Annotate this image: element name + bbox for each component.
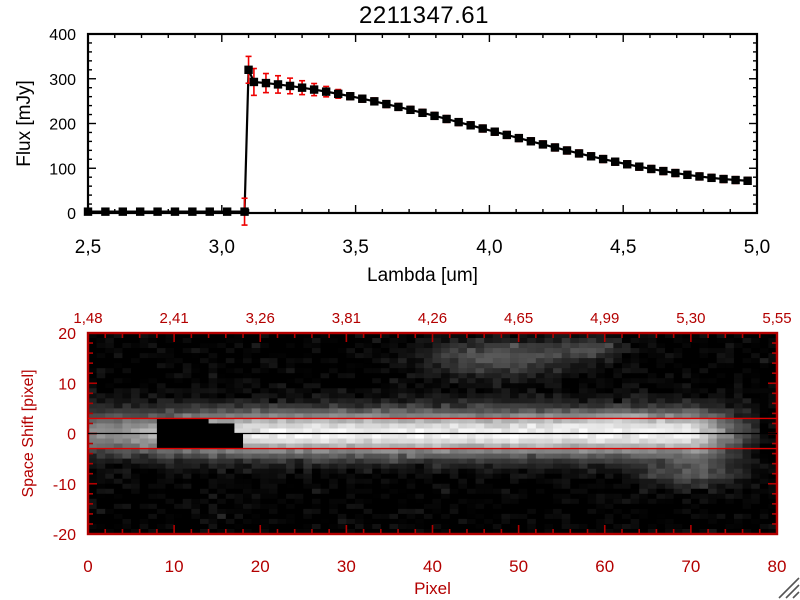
svg-text:3,0: 3,0 — [209, 237, 235, 258]
svg-text:3,81: 3,81 — [332, 310, 361, 327]
svg-text:2,41: 2,41 — [160, 310, 189, 327]
svg-text:20: 20 — [58, 326, 76, 343]
svg-text:1,48: 1,48 — [73, 310, 102, 327]
svg-text:-20: -20 — [53, 527, 76, 544]
svg-text:4,26: 4,26 — [418, 310, 447, 327]
svg-text:Lambda [um]: Lambda [um] — [367, 265, 478, 286]
svg-text:0: 0 — [67, 427, 76, 444]
svg-text:50: 50 — [509, 557, 528, 576]
svg-text:5,30: 5,30 — [676, 310, 705, 327]
svg-text:2,5: 2,5 — [75, 237, 101, 258]
svg-text:5,0: 5,0 — [744, 237, 770, 258]
svg-text:Space Shift [pixel]: Space Shift [pixel] — [20, 369, 37, 497]
svg-text:100: 100 — [49, 161, 76, 178]
svg-text:10: 10 — [165, 557, 184, 576]
svg-text:3,5: 3,5 — [342, 237, 368, 258]
svg-text:Pixel: Pixel — [414, 579, 451, 598]
svg-text:5,55: 5,55 — [762, 310, 791, 327]
svg-text:Flux [mJy]: Flux [mJy] — [14, 80, 35, 167]
svg-text:20: 20 — [251, 557, 270, 576]
svg-text:3,26: 3,26 — [246, 310, 275, 327]
svg-text:60: 60 — [595, 557, 614, 576]
svg-text:40: 40 — [423, 557, 442, 576]
svg-text:30: 30 — [337, 557, 356, 576]
svg-text:400: 400 — [49, 27, 76, 44]
svg-text:70: 70 — [681, 557, 700, 576]
svg-text:300: 300 — [49, 72, 76, 89]
svg-text:10: 10 — [58, 376, 76, 393]
svg-text:4,0: 4,0 — [476, 237, 502, 258]
svg-text:4,99: 4,99 — [590, 310, 619, 327]
svg-text:-10: -10 — [53, 477, 76, 494]
svg-text:0: 0 — [67, 206, 76, 223]
svg-text:4,5: 4,5 — [610, 237, 636, 258]
svg-text:200: 200 — [49, 117, 76, 134]
svg-text:80: 80 — [768, 557, 787, 576]
svg-text:0: 0 — [83, 557, 92, 576]
svg-text:2211347.61: 2211347.61 — [359, 2, 489, 29]
svg-text:4,65: 4,65 — [504, 310, 533, 327]
